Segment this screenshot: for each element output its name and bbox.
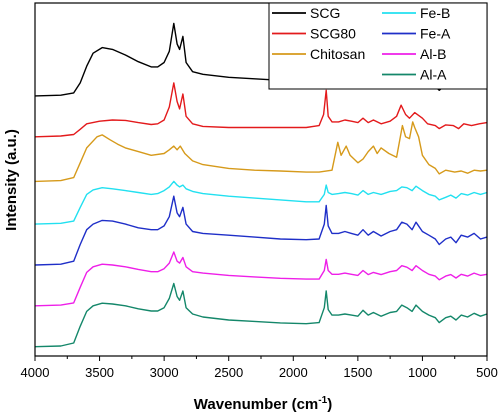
legend-label: SCG80 <box>310 26 356 42</box>
x-tick-label: 2000 <box>279 365 308 380</box>
legend-label: Al-B <box>420 46 446 62</box>
legend-label: Fe-A <box>420 26 451 42</box>
legend-label: Chitosan <box>310 46 365 62</box>
series-line-chitosan <box>34 121 488 183</box>
series-layer <box>34 22 488 348</box>
x-axis-title: Wavenumber (cm-1) <box>194 395 332 413</box>
legend-box <box>268 2 488 90</box>
x-tick-label: 500 <box>476 365 498 380</box>
x-tick-label: 1000 <box>408 365 437 380</box>
series-line-al-a <box>34 282 488 348</box>
legend-label: Al-A <box>420 67 447 83</box>
series-line-al-b <box>34 251 488 307</box>
legend-label: SCG <box>310 5 340 21</box>
x-axis-ticks: 4000 3500 3000 2500 2000 1500 1000 500 <box>21 356 498 380</box>
x-axis-title-main: Wavenumber (cm <box>194 396 318 413</box>
series-line-fe-b <box>34 180 488 225</box>
x-tick-label: 3500 <box>85 365 114 380</box>
x-axis-title-sup: -1 <box>318 395 327 406</box>
x-axis-title-end: ) <box>327 396 332 413</box>
x-tick-label: 1500 <box>343 365 372 380</box>
series-line-fe-a <box>34 195 488 266</box>
x-tick-label: 4000 <box>21 365 50 380</box>
x-tick-label: 2500 <box>214 365 243 380</box>
y-axis-title: Intensity (a.u.) <box>3 129 20 231</box>
series-line-scg80 <box>34 82 488 138</box>
legend-label: Fe-B <box>420 5 450 21</box>
legend: SCG SCG80 Chitosan Fe-B Fe-A Al-B Al-A <box>268 2 488 90</box>
x-tick-label: 3000 <box>150 365 179 380</box>
